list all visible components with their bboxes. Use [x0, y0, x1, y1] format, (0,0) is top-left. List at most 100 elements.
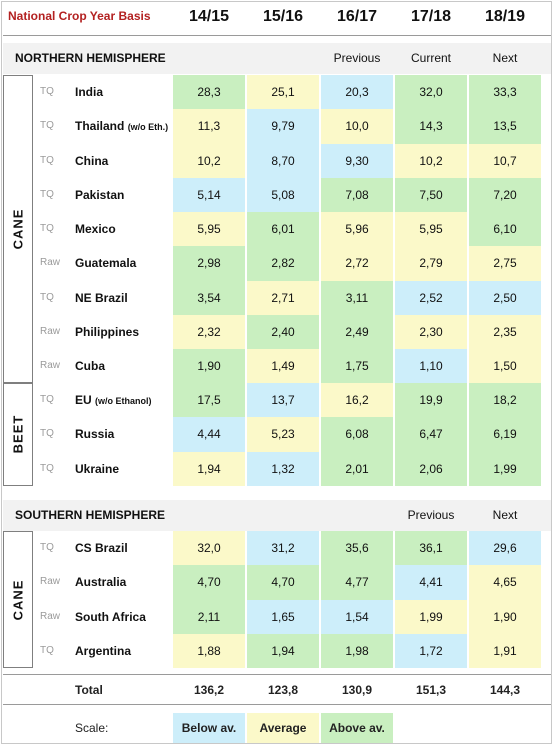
crop-label: BEET — [3, 383, 33, 486]
process-tag: Raw — [40, 325, 61, 337]
value-cell: 1,65 — [247, 599, 319, 635]
value-cell: 6,19 — [469, 417, 541, 453]
process-tag: Raw — [40, 610, 61, 622]
value-cell: 4,65 — [469, 565, 541, 601]
country-name: EU (w/o Ethanol) — [75, 383, 175, 417]
header-divider — [3, 35, 551, 36]
country-label: Ukraine — [75, 461, 120, 476]
legend-avg: Average — [247, 713, 319, 743]
country-name: Mexico — [75, 212, 175, 246]
year-header: 14/15 — [188, 8, 230, 25]
country-label: EU — [75, 393, 92, 407]
value-cell: 32,0 — [173, 531, 245, 567]
country-label: Pakistan — [75, 187, 125, 202]
country-label: Philippines — [75, 324, 140, 339]
value-cell: 32,0 — [395, 75, 467, 111]
value-cell: 4,70 — [173, 565, 245, 601]
value-cell: 1,98 — [321, 633, 393, 669]
value-cell: 7,08 — [321, 177, 393, 213]
process-tag: TQ — [40, 188, 54, 200]
value-cell: 14,3 — [395, 109, 467, 145]
country-note: (w/o Eth.) — [127, 122, 169, 133]
value-cell: 1,75 — [321, 349, 393, 385]
legend-below: Below av. — [173, 713, 245, 743]
value-cell: 2,72 — [321, 246, 393, 282]
value-cell: 20,3 — [321, 75, 393, 111]
value-cell: 5,95 — [173, 212, 245, 248]
value-cell: 29,6 — [469, 531, 541, 567]
value-cell: 10,2 — [173, 143, 245, 179]
value-cell: 1,99 — [395, 599, 467, 635]
section-title: SOUTHERN HEMISPHERE — [15, 508, 166, 522]
value-cell: 2,01 — [321, 451, 393, 487]
country-name: NE Brazil — [75, 281, 175, 315]
value-cell: 2,98 — [173, 246, 245, 282]
process-tag: TQ — [40, 542, 54, 553]
country-label: CS Brazil — [75, 541, 128, 555]
value-cell: 2,35 — [469, 314, 541, 350]
process-tag: TQ — [40, 120, 54, 132]
value-cell: 1,50 — [469, 349, 541, 385]
value-cell: 1,90 — [173, 349, 245, 385]
value-cell: 17,5 — [173, 383, 245, 419]
section-band — [3, 43, 551, 74]
country-label: NE Brazil — [75, 290, 128, 305]
country-name: Cuba — [75, 349, 175, 383]
value-cell: 3,11 — [321, 280, 393, 316]
process-tag: Raw — [40, 257, 61, 269]
value-cell: 13,7 — [247, 383, 319, 419]
value-cell: 1,88 — [173, 633, 245, 669]
value-cell: 36,1 — [395, 531, 467, 567]
value-cell: 6,01 — [247, 212, 319, 248]
value-cell: 2,52 — [395, 280, 467, 316]
value-cell: 1,32 — [247, 451, 319, 487]
country-label: Russia — [75, 427, 115, 442]
total-value: 136,2 — [193, 683, 225, 697]
value-cell: 1,91 — [469, 633, 541, 669]
value-cell: 7,50 — [395, 177, 467, 213]
value-cell: 1,94 — [173, 451, 245, 487]
value-cell: 1,99 — [469, 451, 541, 487]
value-cell: 33,3 — [469, 75, 541, 111]
value-cell: 1,90 — [469, 599, 541, 635]
value-cell: 1,54 — [321, 599, 393, 635]
value-cell: 28,3 — [173, 75, 245, 111]
section-band — [3, 500, 551, 531]
value-cell: 4,44 — [173, 417, 245, 453]
value-cell: 2,79 — [395, 246, 467, 282]
section-column-label: Next — [492, 508, 518, 522]
value-cell: 2,32 — [173, 314, 245, 350]
value-cell: 10,2 — [395, 143, 467, 179]
country-name: Philippines — [75, 315, 175, 349]
value-cell: 11,3 — [173, 109, 245, 145]
process-tag: TQ — [40, 154, 54, 166]
value-cell: 16,2 — [321, 383, 393, 419]
year-header: 16/17 — [336, 8, 378, 25]
value-cell: 5,95 — [395, 212, 467, 248]
crop-label: CANE — [3, 531, 33, 668]
country-name: Ukraine — [75, 452, 175, 486]
country-name: China — [75, 144, 175, 178]
country-name: South Africa — [75, 600, 175, 634]
country-name: Guatemala — [75, 246, 175, 280]
section-column-label: Current — [410, 51, 451, 65]
value-cell: 2,49 — [321, 314, 393, 350]
country-name: CS Brazil — [75, 531, 175, 565]
country-note: (w/o Ethanol) — [95, 396, 152, 406]
section-title: NORTHERN HEMISPHERE — [15, 51, 166, 65]
value-cell: 9,79 — [247, 109, 319, 145]
total-value: 123,8 — [267, 683, 299, 697]
country-name: Russia — [75, 417, 175, 451]
process-tag: TQ — [40, 223, 54, 234]
value-cell: 6,47 — [395, 417, 467, 453]
value-cell: 1,72 — [395, 633, 467, 669]
value-cell: 6,10 — [469, 212, 541, 248]
value-cell: 18,2 — [469, 383, 541, 419]
crop-label: CANE — [3, 75, 33, 384]
country-label: China — [75, 153, 109, 168]
year-header: 15/16 — [262, 8, 304, 25]
country-name: Australia — [75, 565, 175, 599]
country-label: South Africa — [75, 609, 146, 624]
total-label: Total — [75, 683, 103, 697]
value-cell: 25,1 — [247, 75, 319, 111]
